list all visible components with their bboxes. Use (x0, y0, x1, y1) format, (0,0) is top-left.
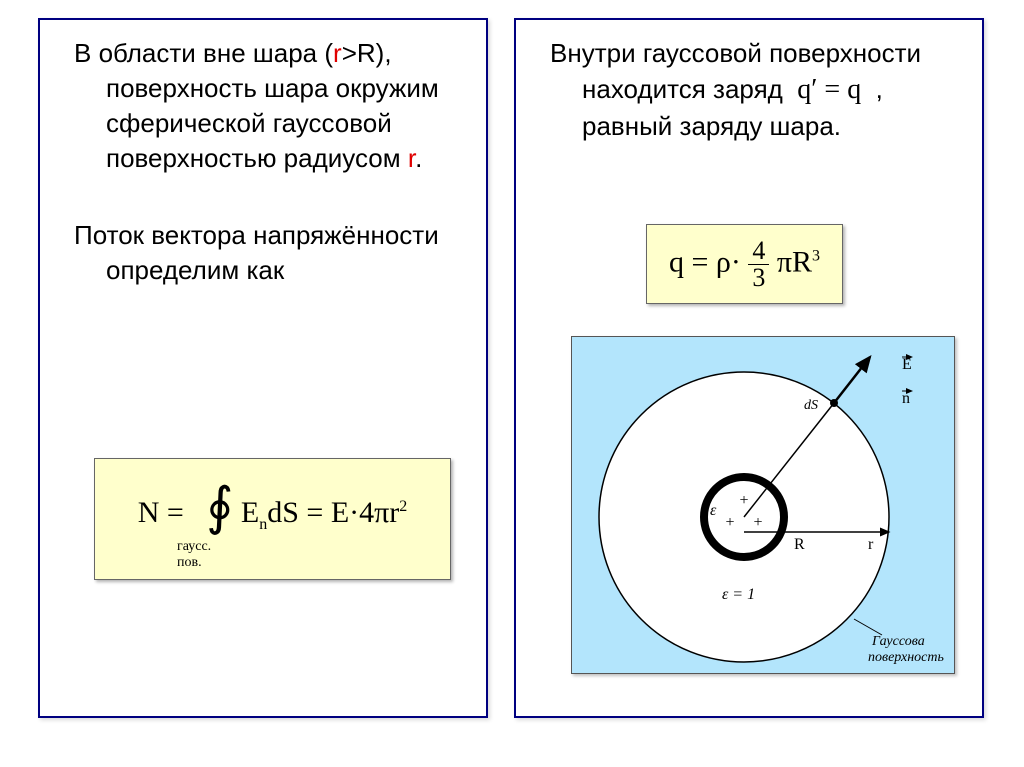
charge-formula-box: q = ρ· 4 3 πR3 (646, 224, 843, 304)
text-frag: Внутри гауссовой поверхности находится з… (550, 38, 921, 104)
text-frag: В области вне шара ( (74, 38, 333, 68)
right-paragraph-1: Внутри гауссовой поверхности находится з… (534, 36, 964, 144)
svg-text:E: E (902, 356, 912, 373)
var-R: R (357, 38, 376, 68)
svg-text:Гауссова: Гауссова (871, 634, 925, 649)
var-r: r (408, 143, 415, 173)
left-panel: В области вне шара (r>R), поверхность ша… (38, 18, 488, 718)
frac-top: 4 (748, 238, 769, 265)
left-paragraph-2: Поток вектора напряжённости определим ка… (58, 218, 468, 288)
text-frag: . (415, 143, 422, 173)
charge-formula: q = ρ· 4 3 πR3 (669, 238, 820, 291)
right-panel: Внутри гауссовой поверхности находится з… (514, 18, 984, 718)
diagram-svg: + + + ε R r dS ε = 1 E n Гау (572, 337, 954, 673)
var-r: r (333, 38, 342, 68)
left-paragraph-1: В области вне шара (r>R), поверхность ша… (58, 36, 468, 176)
lhs: q = ρ· (669, 245, 741, 278)
flux-formula-box: N = ∮ EndS = E·4πr2 гаусс. пов. (94, 458, 451, 580)
svg-text:dS: dS (804, 398, 818, 413)
svg-text:+: + (725, 514, 734, 531)
svg-text:поверхность: поверхность (868, 650, 944, 665)
frac-bot: 3 (748, 265, 769, 291)
svg-text:+: + (753, 514, 762, 531)
flux-formula: N = ∮ EndS = E·4πr2 (138, 475, 408, 535)
svg-text:r: r (868, 536, 874, 553)
svg-text:ε: ε (710, 502, 717, 519)
gaussian-surface-diagram: + + + ε R r dS ε = 1 E n Гау (571, 336, 955, 674)
fraction: 4 3 (748, 238, 769, 291)
svg-text:ε = 1: ε = 1 (722, 586, 755, 603)
svg-text:+: + (739, 492, 748, 509)
sup: 3 (812, 247, 820, 264)
q-prime-eq: q′ = q (797, 74, 861, 105)
svg-text:R: R (794, 536, 805, 553)
integral-annot-1: гаусс. (177, 539, 211, 554)
svg-text:n: n (902, 390, 910, 407)
integral-annot-2: пов. (177, 555, 202, 570)
text-frag: > (342, 38, 357, 68)
rhs: πR (777, 245, 812, 278)
